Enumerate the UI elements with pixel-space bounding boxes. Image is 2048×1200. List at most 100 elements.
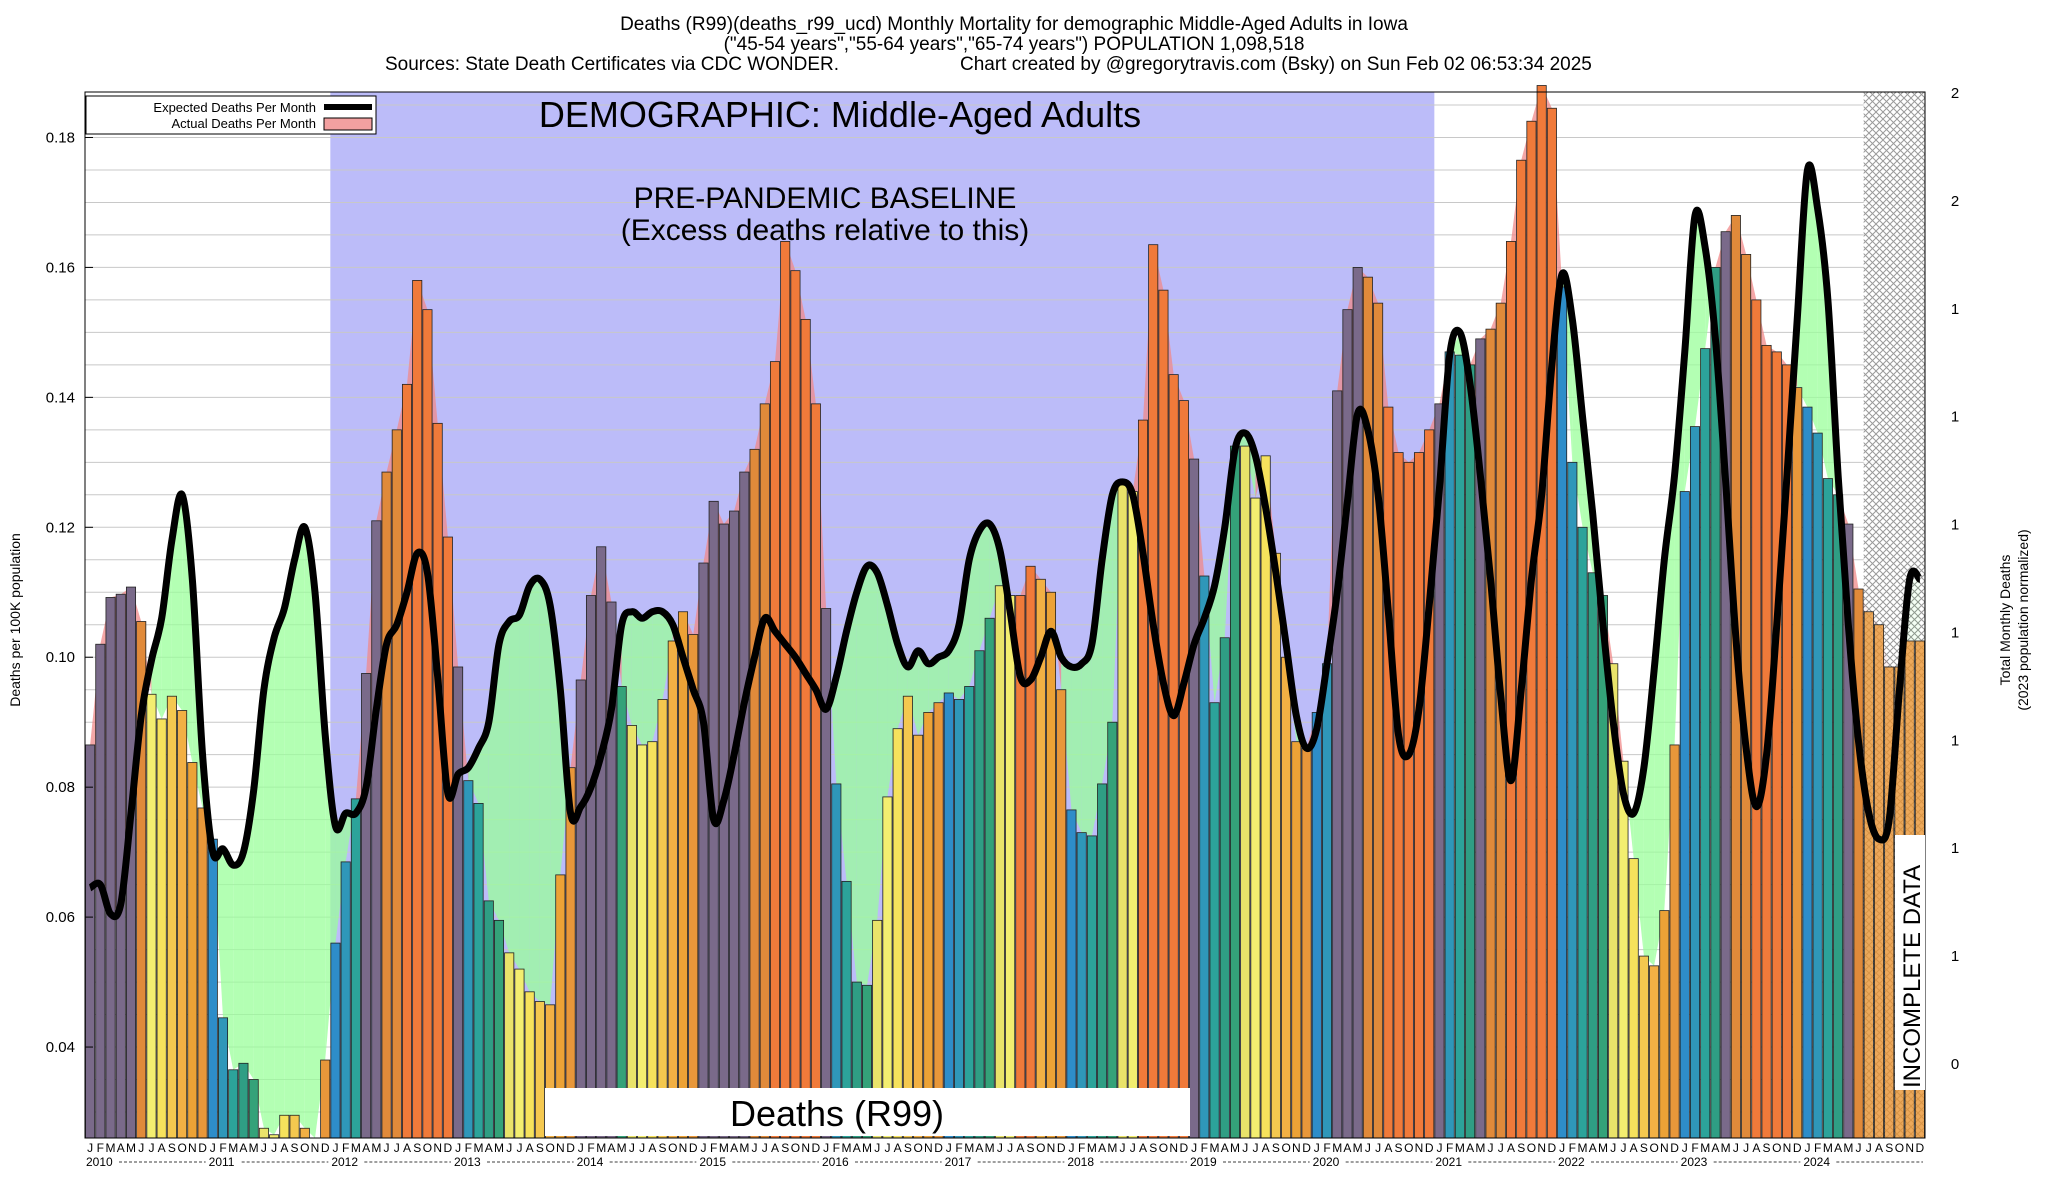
excess-segment <box>468 748 479 804</box>
actual-deaths-bar <box>769 361 781 1139</box>
month-tick-label: D <box>689 1141 698 1155</box>
month-tick-label: J <box>210 1141 216 1155</box>
year-tick-label: 2023 <box>1681 1155 1708 1169</box>
chart-credit: Chart created by @gregorytravis.com (Bsk… <box>960 54 1592 75</box>
month-tick-label: A <box>1630 1141 1638 1155</box>
excess-segment <box>642 611 653 745</box>
month-tick-label: S <box>168 1141 176 1155</box>
month-tick-label: J <box>1856 1141 1862 1155</box>
actual-deaths-bar <box>534 1001 545 1139</box>
actual-deaths-bar <box>1148 244 1159 1139</box>
month-tick-label: N <box>1660 1141 1669 1155</box>
actual-deaths-bar <box>1045 591 1057 1139</box>
actual-deaths-bar <box>821 608 832 1139</box>
excess-segment <box>253 689 264 1129</box>
actual-deaths-bar <box>1812 432 1823 1139</box>
year-tick-label: 2018 <box>1067 1155 1094 1169</box>
actual-deaths-bar <box>1669 744 1680 1139</box>
year-tick-label: 2024 <box>1803 1155 1830 1169</box>
chart-sources: Sources: State Death Certificates via CD… <box>385 54 839 75</box>
y2-tick-label: 1 <box>1951 301 1959 318</box>
month-tick-label: M <box>1598 1141 1608 1155</box>
excess-segment <box>1817 208 1828 479</box>
month-tick-label: F <box>97 1141 104 1155</box>
month-tick-label: M <box>1843 1141 1853 1155</box>
month-tick-label: N <box>556 1141 565 1155</box>
month-tick-label: J <box>578 1141 584 1155</box>
legend-actual-label: Actual Deaths Per Month <box>171 116 316 131</box>
month-tick-label: J <box>1365 1141 1371 1155</box>
actual-deaths-bar <box>412 280 423 1139</box>
month-tick-label: D <box>444 1141 453 1155</box>
actual-deaths-bar <box>616 686 627 1139</box>
actual-deaths-bar <box>1700 348 1711 1139</box>
month-tick-label: N <box>1047 1141 1056 1155</box>
actual-deaths-bar <box>483 900 494 1139</box>
month-tick-label: F <box>1691 1141 1698 1155</box>
month-tick-label: J <box>752 1141 758 1155</box>
month-tick-label: S <box>1763 1141 1771 1155</box>
month-tick-label: M <box>371 1141 381 1155</box>
year-tick-label: 2012 <box>331 1155 358 1169</box>
month-tick-label: J <box>1498 1141 1504 1155</box>
month-tick-label: O <box>423 1141 432 1155</box>
actual-deaths-bar <box>739 471 750 1139</box>
month-tick-label: M <box>985 1141 995 1155</box>
month-tick-label: M <box>228 1141 238 1155</box>
month-tick-label: N <box>924 1141 933 1155</box>
month-tick-label: F <box>833 1141 840 1155</box>
expected-deaths-line <box>88 161 1924 921</box>
month-tick-label: J <box>506 1141 512 1155</box>
actual-deaths-bar <box>1209 702 1220 1139</box>
month-tick-label: D <box>1302 1141 1311 1155</box>
actual-deaths-bar <box>432 422 443 1139</box>
month-tick-label: A <box>607 1141 615 1155</box>
actual-deaths-bar <box>289 1114 300 1139</box>
actual-deaths-bar <box>320 1059 331 1139</box>
actual-deaths-bar <box>514 968 525 1139</box>
actual-deaths-bar <box>718 523 729 1139</box>
month-tick-label: A <box>1711 1141 1719 1155</box>
month-tick-label: J <box>823 1141 829 1155</box>
actual-deaths-bar <box>923 712 934 1139</box>
legend: Expected Deaths Per Month Actual Deaths … <box>85 95 377 135</box>
month-tick-label: A <box>771 1141 779 1155</box>
actual-deaths-bar <box>1097 783 1108 1139</box>
actual-deaths-bar <box>1168 374 1179 1139</box>
excess-segment <box>243 790 254 1080</box>
actual-deaths-bar <box>882 796 893 1139</box>
actual-deaths-bar <box>1822 478 1833 1139</box>
excess-segment <box>1224 446 1235 638</box>
plot-frame <box>84 91 1926 1139</box>
actual-deaths-bar <box>1771 351 1782 1139</box>
excess-segment <box>928 657 939 713</box>
actual-deaths-bar <box>1792 387 1803 1139</box>
month-tick-label: J <box>455 1141 461 1155</box>
y2-axis-title-line2: (2023 population normalized) <box>2015 529 2031 710</box>
month-tick-label: S <box>1272 1141 1280 1155</box>
cause-label-box <box>545 1088 1190 1136</box>
actual-deaths-bar <box>1270 552 1281 1139</box>
month-tick-label: M <box>739 1141 749 1155</box>
month-tick-label: O <box>1036 1141 1045 1155</box>
y-tick-label: 0.12 <box>46 519 75 536</box>
actual-deaths-bar <box>596 546 607 1139</box>
y2-tick-label: 2 <box>1951 193 1959 210</box>
month-tick-label: M <box>351 1141 361 1155</box>
actual-deaths-bar <box>177 710 188 1139</box>
incomplete-label-box <box>1895 835 1925 1090</box>
actual-deaths-bar <box>391 429 402 1139</box>
actual-deaths-bar <box>1005 595 1016 1139</box>
month-tick-label: M <box>1721 1141 1731 1155</box>
demographic-label: DEMOGRAPHIC: Middle-Aged Adults <box>539 94 1141 135</box>
month-tick-label: S <box>1027 1141 1035 1155</box>
excess-segment <box>274 608 285 1135</box>
excess-segment <box>938 650 949 703</box>
month-tick-label: F <box>1814 1141 1821 1155</box>
actual-deaths-bar <box>463 780 474 1139</box>
month-tick-label: A <box>1384 1141 1392 1155</box>
month-tick-label: N <box>1783 1141 1792 1155</box>
excess-segment <box>907 650 919 736</box>
month-tick-label: D <box>1670 1141 1679 1155</box>
